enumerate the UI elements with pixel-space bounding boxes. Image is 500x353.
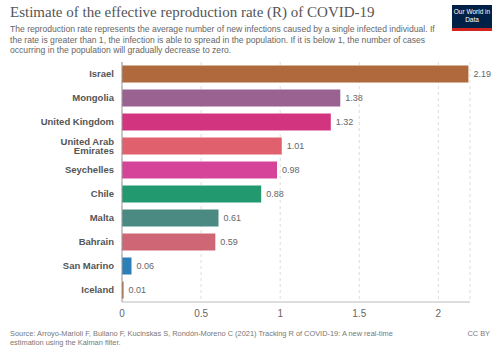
- svg-text:Mongolia: Mongolia: [72, 92, 114, 103]
- svg-text:0: 0: [119, 308, 125, 319]
- svg-text:1.38: 1.38: [345, 93, 363, 103]
- svg-text:1: 1: [277, 308, 283, 319]
- svg-text:0.61: 0.61: [223, 213, 241, 223]
- svg-text:1.5: 1.5: [352, 308, 366, 319]
- html-text:Source: Arroyo-Marioli F, Bull: Source: Arroyo-Marioli F, Bullano F, Kuc…: [10, 329, 393, 347]
- html-text:The reproduction rate represen: The reproduction rate represents the ave…: [10, 24, 435, 55]
- svg-text:Bahrain: Bahrain: [79, 236, 115, 247]
- svg-text:2.19: 2.19: [473, 69, 491, 79]
- svg-text:0.01: 0.01: [129, 285, 147, 295]
- html-text:CC BY: CC BY: [467, 329, 490, 338]
- svg-text:Chile: Chile: [91, 188, 114, 199]
- html-text:Our World in Data: Our World in Data: [453, 8, 491, 23]
- svg-text:0.5: 0.5: [194, 308, 208, 319]
- svg-text:Israel: Israel: [89, 68, 114, 79]
- svg-text:United ArabEmirates: United ArabEmirates: [61, 136, 115, 157]
- svg-text:1.01: 1.01: [287, 141, 305, 151]
- svg-text:0.59: 0.59: [220, 237, 238, 247]
- svg-text:0.88: 0.88: [266, 189, 284, 199]
- svg-text:0.98: 0.98: [282, 165, 300, 175]
- svg-text:1.32: 1.32: [336, 117, 354, 127]
- svg-text:San Marino: San Marino: [63, 260, 114, 271]
- svg-text:Iceland: Iceland: [81, 284, 114, 295]
- svg-text:2: 2: [436, 308, 442, 319]
- svg-text:0.06: 0.06: [136, 261, 154, 271]
- html-text:Estimate of the effective repr: Estimate of the effective reproduction r…: [10, 4, 375, 20]
- svg-text:Malta: Malta: [90, 212, 115, 223]
- svg-text:United Kingdom: United Kingdom: [41, 116, 114, 127]
- svg-text:Seychelles: Seychelles: [65, 164, 114, 175]
